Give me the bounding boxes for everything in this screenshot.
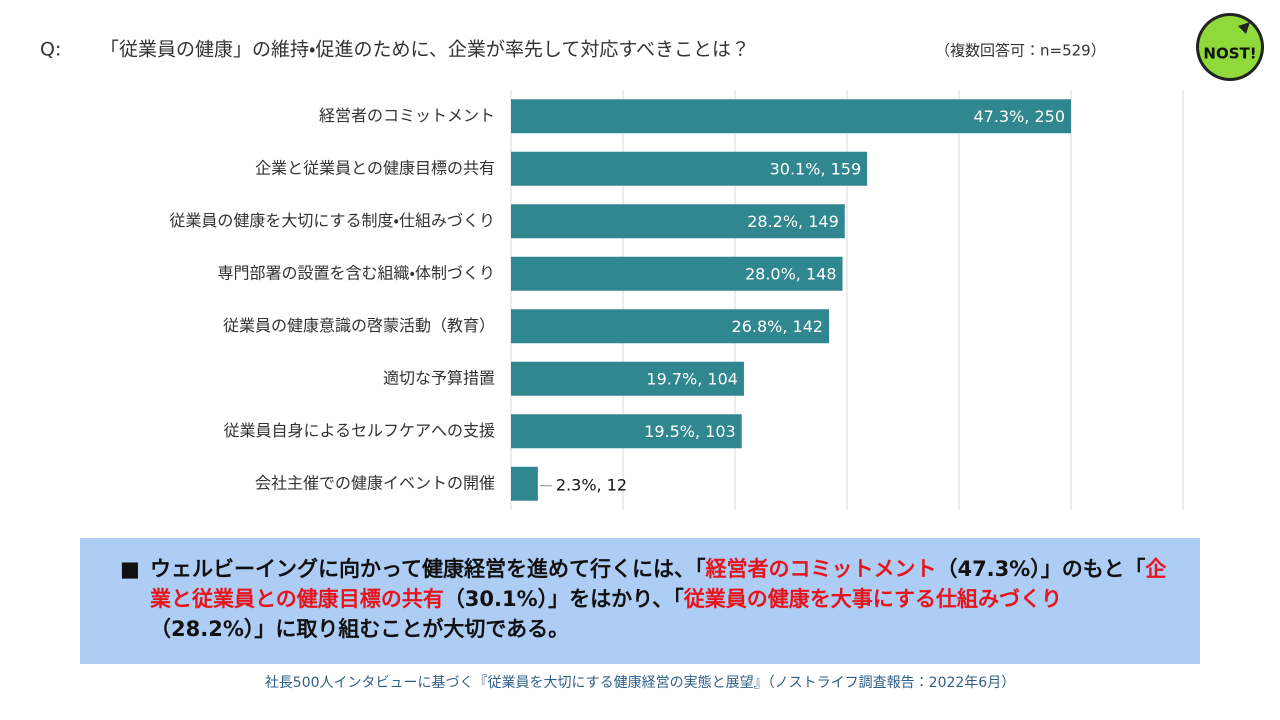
category-label: 従業員の健康意識の啓蒙活動（教育） (223, 316, 495, 335)
chart-title: 「従業員の健康」の維持・促進のために、企業が率先して対応すべきことは？ (100, 39, 750, 61)
bar (511, 414, 742, 449)
value-label: 26.8%, 142 (732, 317, 824, 336)
value-label: 19.5%, 103 (644, 422, 736, 441)
bar (511, 466, 538, 501)
logo-text: NOST! (1203, 45, 1256, 63)
value-label: 28.2%, 149 (747, 212, 839, 231)
question-prefix: Q: (40, 39, 61, 61)
summary-highlight: 経営者のコミットメント (705, 557, 937, 581)
bar (511, 256, 843, 291)
value-label: 47.3%, 250 (973, 107, 1065, 126)
chart-note: （複数回答可：n=529） (935, 42, 1106, 60)
category-label: 企業と従業員との健康目標の共有 (255, 158, 495, 177)
summary-segment: （30.1%）」をはかり、「 (443, 587, 684, 611)
bar (511, 151, 868, 186)
value-label: 19.7%, 104 (646, 369, 738, 388)
summary-highlight: 企業と従業員との健康目標の共有 (150, 557, 1167, 611)
bar (511, 309, 830, 344)
value-label: 30.1%, 159 (770, 159, 862, 178)
plot: 経営者のコミットメント 47.3%, 250 企業と従業員との健康目標の共有 30.1… (169, 90, 1184, 510)
bar (511, 361, 744, 396)
summary-segment: （28.2%）」に取り組むことが大切である。 (150, 617, 570, 641)
category-label: 会社主催での健康イベントの開催 (255, 473, 495, 492)
summary-box: ■ ウェルビーイングに向かって健康経営を進めて行くには、「経営者のコミットメント（… (80, 538, 1200, 664)
summary-highlight: 従業員の健康を大事にする仕組みづくり (683, 587, 1063, 611)
bar (511, 204, 845, 239)
category-label: 従業員自身によるセルフケアへの支援 (223, 421, 495, 440)
value-label: 28.0%, 148 (745, 264, 837, 283)
logo-arrow (1238, 22, 1250, 34)
category-label: 経営者のコミットメント (319, 106, 495, 125)
summary-segment: （47.3%）」のもと「 (936, 557, 1146, 581)
bullet: ■ (120, 557, 140, 581)
summary-text: ■ ウェルビーイングに向かって健康経営を進めて行くには、「経営者のコミットメント（… (120, 554, 1170, 644)
footer: 社長500人インタビューに基づく『従業員を大切にする健康経営の実態と展望』（ノス… (264, 675, 1016, 691)
category-label: 適切な予算措置 (383, 368, 495, 387)
value-label: 2.3%, 12 (556, 475, 627, 494)
logo: NOST! (1196, 13, 1264, 81)
category-label: 専門部署の設置を含む組織・体制づくり (218, 263, 495, 282)
summary-segment: ウェルビーイングに向かって健康経営を進めて行くには、「 (150, 557, 706, 581)
category-label: 従業員の健康を大切にする制度・仕組みづくり (169, 211, 495, 230)
bar (511, 99, 1071, 134)
